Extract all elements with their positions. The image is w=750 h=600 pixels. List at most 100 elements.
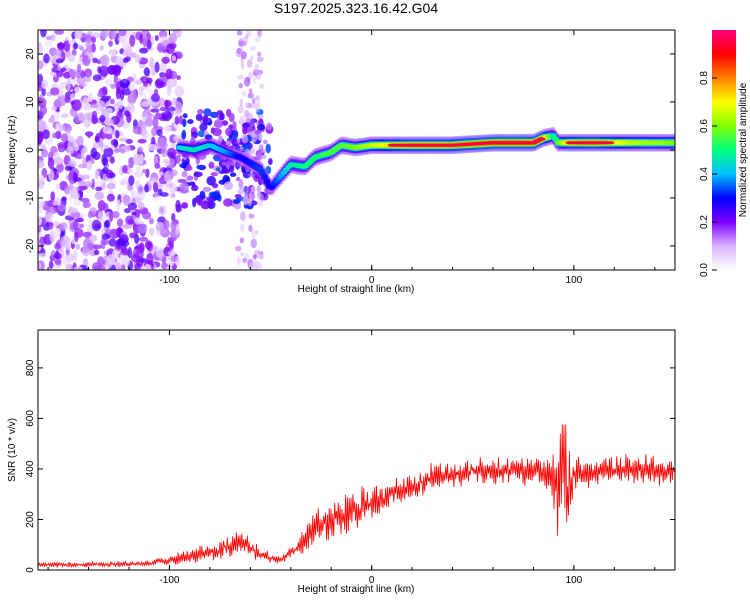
noise-blob: [44, 40, 53, 48]
noise-blob: [75, 217, 84, 223]
noise-blob: [134, 250, 144, 260]
noise-blob: [249, 261, 256, 270]
noise-blob: [74, 86, 82, 94]
noise-blob: [181, 129, 187, 140]
noise-blob: [232, 120, 237, 130]
noise-blob: [158, 62, 168, 73]
noise-blob: [169, 183, 178, 194]
noise-blob: [65, 253, 75, 263]
noise-blob: [204, 134, 213, 140]
noise-blob: [124, 110, 130, 117]
noise-blob: [158, 76, 167, 81]
y-tick-label: 800: [25, 359, 36, 376]
noise-blob: [162, 158, 170, 164]
noise-blob: [254, 64, 259, 69]
noise-blob: [55, 183, 61, 191]
noise-blob: [237, 188, 245, 195]
noise-blob: [116, 199, 121, 212]
noise-blob: [73, 219, 79, 231]
noise-blob: [67, 139, 74, 152]
noise-blob: [190, 136, 196, 146]
y-tick-label: 0: [25, 147, 36, 153]
noise-blob: [257, 30, 262, 38]
noise-blob: [39, 105, 47, 116]
noise-blob: [92, 244, 103, 250]
ridge-mark: [671, 140, 675, 146]
noise-blob: [76, 63, 82, 73]
noise-blob: [174, 85, 185, 98]
noise-blob: [57, 203, 67, 212]
noise-blob: [200, 200, 211, 210]
noise-blob: [252, 76, 257, 84]
noise-blob: [157, 81, 167, 88]
noise-blob: [128, 83, 136, 91]
noise-blob: [250, 102, 257, 109]
noise-blob: [170, 143, 177, 148]
noise-blob: [96, 100, 105, 108]
noise-blob: [97, 211, 103, 223]
noise-blob: [146, 253, 154, 265]
noise-blob: [71, 99, 82, 111]
noise-blob: [255, 150, 262, 160]
noise-blob: [45, 211, 54, 223]
noise-blob: [87, 93, 94, 103]
noise-blob: [51, 105, 58, 111]
noise-blob: [248, 71, 253, 81]
noise-blob: [78, 180, 85, 186]
noise-blob: [137, 138, 147, 144]
noise-blob: [136, 126, 142, 135]
colorbar-tick-label: 0.0: [699, 263, 710, 277]
noise-blob: [41, 149, 49, 158]
y-tick-label: 400: [25, 460, 36, 477]
noise-blob: [93, 249, 100, 256]
noise-blob: [64, 185, 70, 195]
noise-blob: [256, 249, 261, 259]
noise-blob: [92, 151, 101, 161]
noise-blob: [148, 227, 155, 236]
colorbar-tick-label: 0.6: [699, 119, 710, 133]
noise-blob: [114, 262, 121, 269]
noise-blob: [148, 217, 154, 225]
noise-blob: [67, 196, 73, 202]
noise-blob: [138, 85, 144, 97]
noise-blob: [74, 144, 80, 152]
noise-blob: [54, 242, 62, 250]
noise-blob: [199, 123, 208, 131]
noise-blob: [79, 223, 84, 229]
noise-blob: [158, 97, 166, 107]
noise-blob: [94, 182, 102, 187]
noise-blob: [244, 102, 249, 108]
ridge-core: [606, 141, 615, 145]
noise-blob: [124, 56, 131, 62]
ridge-core: [537, 137, 546, 141]
noise-blob: [67, 53, 76, 62]
noise-blob: [236, 256, 241, 266]
noise-blob: [157, 171, 164, 176]
noise-blob: [112, 64, 122, 75]
noise-blob: [50, 191, 55, 200]
noise-blob: [156, 129, 163, 137]
noise-blob: [196, 164, 202, 170]
noise-blob: [59, 222, 68, 231]
noise-blob: [52, 201, 60, 206]
noise-blob: [248, 88, 253, 94]
noise-blob: [154, 34, 159, 42]
noise-blob: [56, 162, 64, 173]
noise-blob: [182, 118, 187, 128]
noise-blob: [235, 176, 241, 182]
noise-blob: [109, 98, 115, 105]
snr-x-label: Height of straight line (km): [298, 584, 415, 595]
noise-blob: [84, 179, 93, 188]
noise-blob: [69, 93, 76, 100]
noise-blob: [56, 65, 62, 72]
noise-blob: [68, 70, 79, 78]
noise-blob: [147, 143, 157, 152]
noise-blob: [210, 191, 221, 201]
noise-blob: [192, 197, 197, 208]
snr-panel: -100 0 100 0 200 400 600 800 Height of straigh…: [7, 329, 676, 595]
noise-blob: [219, 112, 225, 121]
noise-blob: [64, 96, 71, 104]
noise-blob: [88, 234, 98, 242]
noise-blob: [249, 194, 256, 200]
